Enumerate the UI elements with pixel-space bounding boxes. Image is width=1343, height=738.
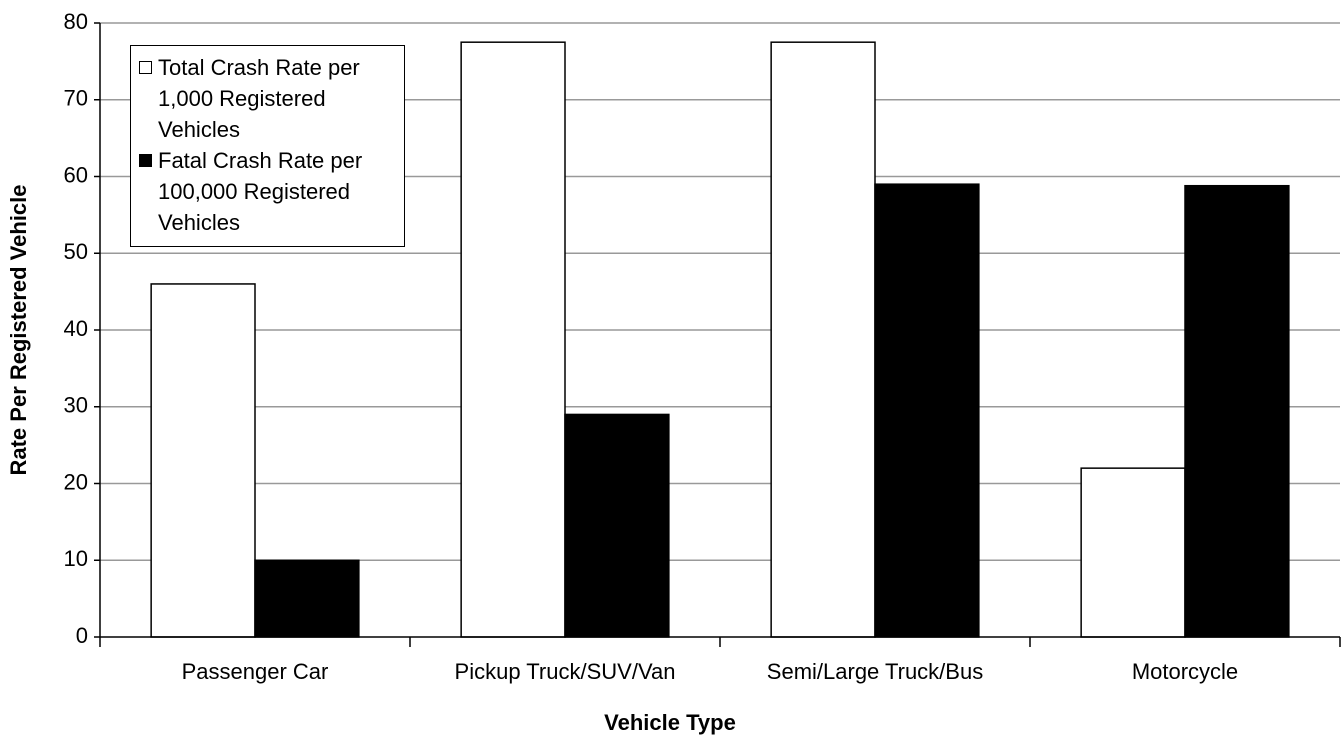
legend-entry: Fatal Crash Rate per 100,000 Registered … (139, 145, 398, 238)
x-axis-title: Vehicle Type (604, 710, 736, 735)
y-tick-label: 40 (64, 316, 88, 341)
legend: Total Crash Rate per 1,000 Registered Ve… (130, 45, 405, 247)
x-tick-label: Semi/Large Truck/Bus (767, 659, 983, 684)
x-tick-label: Pickup Truck/SUV/Van (455, 659, 676, 684)
y-tick-label: 80 (64, 9, 88, 34)
legend-label: Total Crash Rate per 1,000 Registered Ve… (158, 55, 360, 142)
y-tick-label: 0 (76, 623, 88, 648)
legend-entry: Total Crash Rate per 1,000 Registered Ve… (139, 52, 398, 145)
legend-swatch (139, 61, 152, 74)
legend-label: Fatal Crash Rate per 100,000 Registered … (158, 148, 363, 235)
y-tick-label: 50 (64, 239, 88, 264)
bar (564, 413, 670, 638)
y-tick-label: 20 (64, 469, 88, 494)
bar (874, 183, 980, 638)
bar (770, 41, 876, 638)
y-tick-label: 10 (64, 546, 88, 571)
y-tick-label: 60 (64, 162, 88, 187)
x-tick-label: Motorcycle (1132, 659, 1238, 684)
y-axis-title: Rate Per Registered Vehicle (6, 184, 31, 475)
bar (1080, 467, 1186, 638)
bar (1184, 184, 1290, 638)
bar (460, 41, 566, 638)
y-tick-label: 30 (64, 393, 88, 418)
bar (254, 559, 360, 638)
x-tick-label: Passenger Car (182, 659, 329, 684)
bar (150, 283, 256, 638)
y-tick-label: 70 (64, 86, 88, 111)
legend-swatch (139, 154, 152, 167)
